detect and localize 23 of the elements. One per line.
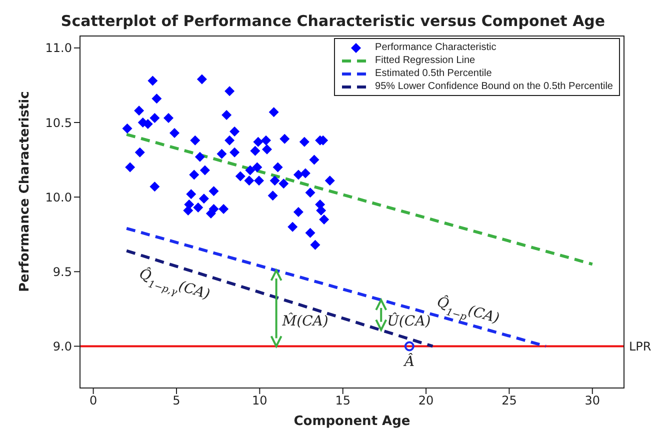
x-tick-label: 30 <box>584 394 600 408</box>
series-label: Â <box>402 353 414 370</box>
x-tick-label: 10 <box>252 394 268 408</box>
y-tick-label: 10.5 <box>45 116 72 130</box>
x-tick-label: 5 <box>172 394 180 408</box>
x-tick-label: 0 <box>89 394 98 408</box>
chart-title: Scatterplot of Performance Characteristic versus Componet Age <box>60 12 606 30</box>
legend-label: Performance Characteristic <box>375 42 496 53</box>
legend-label: Fitted Regression Line <box>375 55 476 66</box>
x-tick-label: 25 <box>502 394 517 408</box>
legend-label: Estimated 0.5th Percentile <box>375 68 492 79</box>
x-tick-label: 20 <box>418 394 434 408</box>
y-tick-label: 11.0 <box>45 41 72 56</box>
y-axis-title: Performance Characteristic <box>18 91 33 292</box>
annotation: Û(CA) <box>387 312 431 330</box>
y-tick-label: 9.0 <box>52 339 72 354</box>
legend-label: 95% Lower Confidence Bound on the 0.5th Percentile <box>375 81 613 92</box>
annotation: M̂(CA) <box>281 312 328 330</box>
y-tick-label: 10.0 <box>45 190 72 204</box>
x-axis-title: Component Age <box>294 414 410 429</box>
x-tick-label: 15 <box>335 394 350 408</box>
y-tick-label: 9.5 <box>52 264 72 279</box>
ref-line-label: LPR <box>629 339 652 354</box>
